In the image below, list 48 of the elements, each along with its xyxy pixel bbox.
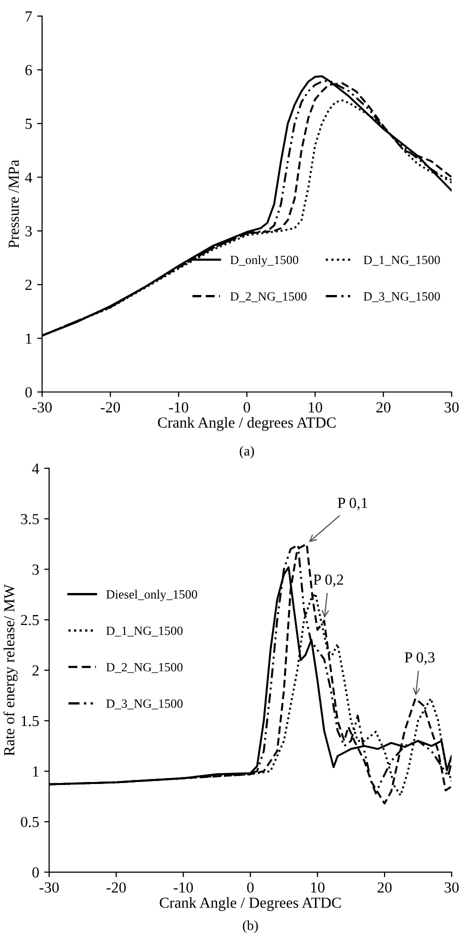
y-tick-label: 1.5 bbox=[22, 716, 39, 726]
x-tick-label: 20 bbox=[376, 402, 390, 412]
y-tick-label: 0 bbox=[25, 387, 32, 398]
x-tick-label: 0 bbox=[247, 882, 254, 893]
annotation: P 0,1 bbox=[338, 498, 368, 510]
legend-label: D_2_NG_1500 bbox=[230, 292, 307, 302]
y-tick-label: 3 bbox=[32, 564, 39, 575]
legend-label: D_only_1500 bbox=[230, 255, 298, 267]
x-tick-label: 20 bbox=[378, 882, 392, 893]
text: (b) bbox=[242, 920, 258, 933]
legend-label: D_3_NG_1500 bbox=[364, 292, 440, 302]
legend-label: D_3_NG_1500 bbox=[106, 699, 183, 710]
x-tick-label: -10 bbox=[169, 402, 188, 412]
x-axis-title: Crank Angle / degrees ATDC bbox=[158, 416, 336, 431]
legend-label: D_1_NG_1500 bbox=[106, 626, 183, 637]
y-axis-title: Rate of energy release/ MW bbox=[3, 584, 18, 756]
y-tick-label: 3 bbox=[25, 226, 32, 236]
y-axis-title: Pressure /MPa bbox=[8, 160, 19, 248]
y-tick-label: 1 bbox=[33, 766, 38, 776]
y-tick-label: 4 bbox=[25, 172, 32, 183]
x-tick-label: -20 bbox=[106, 882, 126, 893]
y-tick-label: 7 bbox=[26, 11, 32, 22]
y-tick-label: 6 bbox=[25, 64, 32, 76]
y-tick-label: 4 bbox=[32, 464, 40, 474]
x-tick-label: -20 bbox=[100, 402, 120, 412]
y-tick-label: 5 bbox=[26, 118, 32, 129]
x-tick-label: 30 bbox=[444, 402, 459, 412]
x-tick-label: -10 bbox=[174, 882, 193, 893]
y-tick-label: 0 bbox=[32, 867, 39, 878]
y-tick-label: 1 bbox=[26, 334, 32, 344]
x-tick-label: 10 bbox=[308, 402, 322, 412]
legend-label: Diesel_only_1500 bbox=[106, 590, 198, 602]
x-tick-label: 30 bbox=[444, 882, 459, 893]
x-tick-label: 0 bbox=[244, 402, 250, 412]
x-tick-label: -30 bbox=[40, 882, 59, 893]
y-tick-label: 2.5 bbox=[20, 614, 39, 626]
y-tick-label: 2 bbox=[32, 665, 39, 676]
legend-label: D_1_NG_1500 bbox=[364, 256, 440, 266]
x-tick-label: 10 bbox=[311, 882, 325, 893]
annotation: P 0,2 bbox=[313, 574, 344, 588]
x-tick-label: -30 bbox=[32, 402, 52, 412]
annotation: P 0,3 bbox=[404, 652, 435, 665]
legend-label: D_2_NG_1500 bbox=[106, 663, 183, 673]
x-axis-title: Crank Angle / Degrees ATDC bbox=[160, 897, 341, 912]
text: (a) bbox=[240, 446, 254, 458]
y-tick-label: 3.5 bbox=[21, 514, 39, 524]
y-tick-label: 0.5 bbox=[20, 816, 39, 828]
y-tick-label: 2 bbox=[25, 280, 32, 290]
